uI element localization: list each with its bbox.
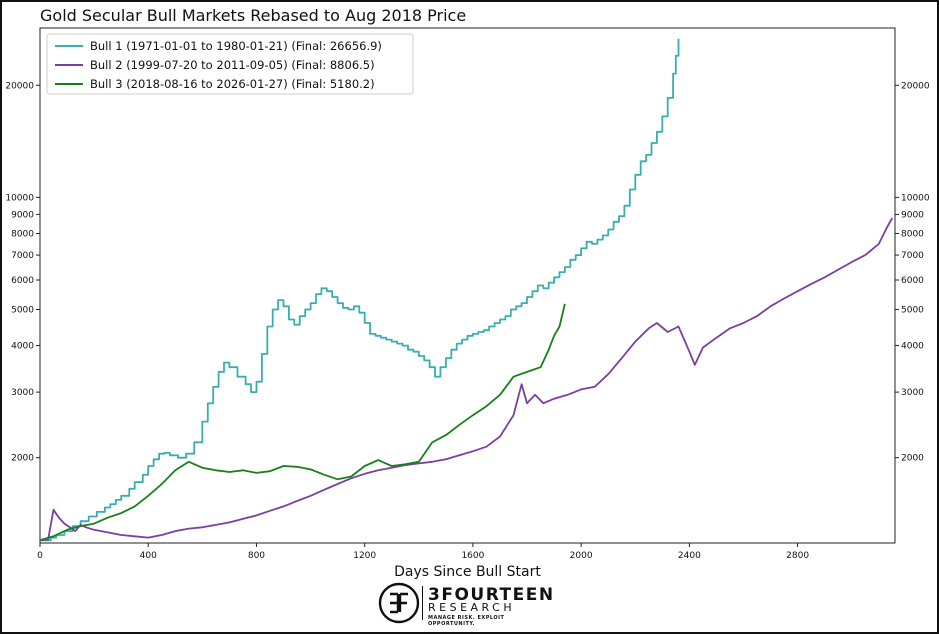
y-tick-label-right: 9000 [901,210,924,220]
y-tick-label-left: 10000 [5,193,34,203]
x-tick-label: 0 [37,551,43,561]
y-tick-label-right: 10000 [901,193,930,203]
logo-tagline: MANAGE RISK. EXPLOIT OPPORTUNITY. [428,615,505,627]
y-tick-label-left: 9000 [11,210,34,220]
legend-label-1: Bull 1 (1971-01-01 to 1980-01-21) (Final… [90,39,382,53]
series-line-3 [39,303,566,542]
series-line-1 [40,38,680,542]
series-line-2 [39,217,894,542]
y-tick-label-right: 8000 [901,229,924,239]
y-tick-label-left: 2000 [11,454,34,464]
legend-label-3: Bull 3 (2018-08-16 to 2026-01-27) (Final… [90,77,375,91]
y-tick-label-left: 8000 [11,229,34,239]
x-axis-label: Days Since Bull Start [394,564,541,580]
logo-brand: 3FOURTEEN [428,585,555,605]
y-tick-label-left: 3000 [11,388,34,398]
logo-divider [422,586,423,620]
y-tick-label-right: 6000 [901,276,924,286]
x-tick-label: 800 [248,551,265,561]
x-tick-label: 2800 [786,551,809,561]
y-tick-label-left: 6000 [11,276,34,286]
logo-mark-icon [378,582,420,624]
y-tick-label-right: 4000 [901,342,924,352]
legend-box [46,33,414,95]
x-tick-label: 2400 [678,551,701,561]
y-tick-label-right: 2000 [901,454,924,464]
x-tick-label: 2000 [570,551,593,561]
x-tick-label: 1200 [353,551,376,561]
legend-label-2: Bull 2 (1999-07-20 to 2011-09-05) (Final… [90,58,375,72]
logo-subtitle: RESEARCH [428,601,516,614]
y-tick-label-right: 20000 [901,81,930,91]
y-tick-label-left: 20000 [5,81,34,91]
y-tick-label-left: 5000 [11,305,34,315]
y-tick-label-left: 7000 [11,251,34,261]
company-logo: 3FOURTEEN RESEARCH MANAGE RISK. EXPLOIT … [378,582,553,627]
y-tick-label-right: 3000 [901,388,924,398]
x-tick-label: 1600 [461,551,484,561]
y-tick-label-right: 5000 [901,305,924,315]
plot-area [39,27,896,544]
y-tick-label-right: 7000 [901,251,924,261]
chart-title: Gold Secular Bull Markets Rebased to Aug… [40,6,467,25]
y-tick-label-left: 4000 [11,342,34,352]
x-tick-label: 400 [140,551,157,561]
